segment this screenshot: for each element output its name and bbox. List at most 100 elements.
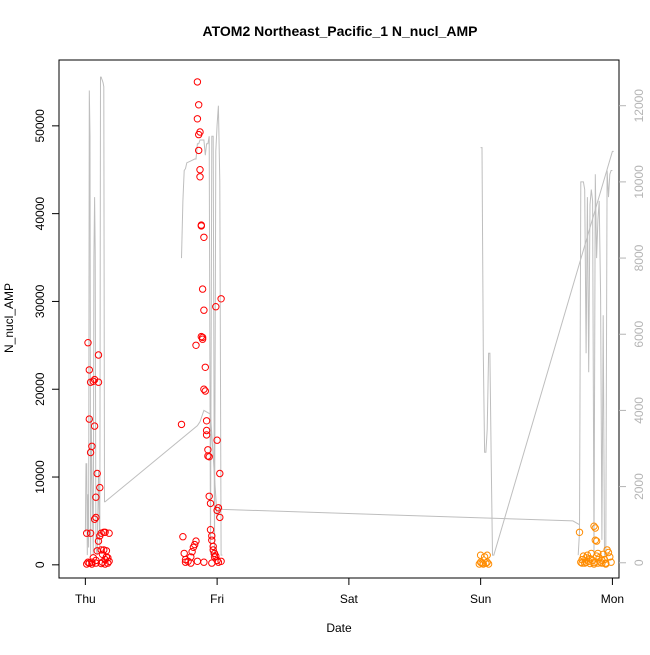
plot-box [58,59,620,579]
data-point-s2-28 [594,549,602,558]
data-point-s1-44 [97,559,105,568]
data-point-s1-23 [94,378,103,386]
data-point-s1-74 [201,363,210,371]
data-point-s1-19 [92,493,100,501]
data-point-s1-61 [195,101,203,109]
line-segment-2 [181,105,223,556]
data-point-s1-82 [205,492,213,500]
point-series-layer [83,78,615,568]
data-point-s1-66 [197,222,206,230]
data-point-s1-34 [101,528,109,536]
data-point-s1-63 [196,173,204,181]
data-point-s1-77 [202,426,211,435]
data-point-s1-39 [104,554,112,562]
data-point-s1-78 [202,431,211,439]
data-point-s2-8 [483,551,491,559]
y-right-tick-label-8000: 8000 [632,244,646,271]
data-point-s1-17 [90,515,99,523]
chart-title: ATOM2 Northeast_Pacific_1 N_nucl_AMP [203,23,478,39]
x-tick-label-sat: Sat [340,592,359,606]
data-point-s1-96 [216,513,224,522]
y-right-tick-label-12000: 12000 [632,89,646,123]
y-right-tick-label-10000: 10000 [632,165,646,199]
data-point-s1-71 [200,306,208,314]
data-point-s1-27 [96,483,104,492]
data-point-s2-40 [582,558,590,566]
data-point-s1-21 [93,469,101,478]
data-point-s2-11 [575,528,584,536]
data-point-s1-85 [208,532,216,540]
data-point-s2-24 [591,524,599,532]
data-point-s1-105 [217,557,225,565]
data-point-s1-58 [193,115,202,123]
x-tick-label-thu: Thu [75,592,96,606]
data-point-s1-76 [202,417,211,425]
data-point-s1-102 [193,557,202,565]
data-point-s1-103 [187,559,195,567]
y-right-tick-label-0: 0 [632,559,646,566]
y-left-tick-label-30000: 30000 [33,284,47,318]
line-segment-4 [577,170,613,556]
data-point-s1-3 [84,339,92,347]
data-point-s1-25 [94,537,103,545]
data-point-s2-32 [599,550,607,558]
data-point-s1-52 [188,548,196,556]
data-point-s2-37 [606,553,614,561]
x-axis: Thu Fri Sat Sun Mon [75,578,624,606]
data-point-s1-54 [191,540,199,549]
data-point-s1-16 [90,422,99,430]
line-segment-3 [480,147,614,556]
y-axis-right: 0 2000 4000 6000 8000 10000 12000 [619,89,646,566]
data-point-s1-28 [97,546,105,554]
data-point-s1-88 [209,546,217,554]
y-right-tick-label-6000: 6000 [632,321,646,348]
x-tick-label-fri: Fri [210,592,224,606]
data-point-s1-37 [102,547,111,555]
y-right-tick-label-2000: 2000 [632,473,646,500]
data-point-s1-80 [204,452,212,460]
data-point-s1-75 [201,387,210,395]
data-point-s1-13 [89,377,98,385]
y-left-tick-label-10000: 10000 [33,460,47,494]
data-point-s1-97 [217,295,225,303]
data-point-s1-10 [86,529,95,537]
data-point-s1-15 [90,375,99,384]
data-point-s1-94 [214,504,223,512]
data-point-s2-10 [484,560,493,568]
data-point-s1-106 [212,552,220,560]
data-point-s1-6 [85,366,94,374]
data-point-s1-83 [206,499,215,508]
data-point-s2-15 [581,559,589,567]
x-tick-label-mon: Mon [601,592,624,606]
data-point-s2-45 [602,560,610,568]
data-point-s1-91 [212,303,220,311]
data-point-s1-55 [192,537,200,545]
data-point-s1-70 [198,285,207,293]
data-point-s1-62 [196,166,204,174]
data-point-s1-42 [88,560,96,568]
y-axis-label: N_nucl_AMP [2,283,16,353]
data-point-s1-100 [208,559,216,567]
data-point-s1-11 [88,442,96,450]
plot-frame [58,59,620,579]
data-point-s1-24 [94,351,103,359]
data-point-s1-43 [92,559,100,567]
data-point-s2-26 [592,537,601,545]
data-point-s1-56 [192,341,200,349]
data-point-s2-39 [578,559,586,567]
data-point-s1-45 [101,560,109,568]
data-point-s1-5 [85,415,94,423]
x-tick-label-sun: Sun [470,592,491,606]
y-left-tick-label-20000: 20000 [33,372,47,406]
data-point-s1-72 [200,233,208,242]
data-point-s1-87 [209,542,217,551]
data-point-s1-57 [193,78,202,86]
data-point-s1-104 [181,558,190,566]
y-left-tick-label-50000: 50000 [33,109,47,143]
y-right-tick-label-4000: 4000 [632,397,646,424]
data-point-s1-40 [105,529,113,537]
data-point-s1-64 [196,128,204,136]
data-point-s1-73 [200,385,208,393]
